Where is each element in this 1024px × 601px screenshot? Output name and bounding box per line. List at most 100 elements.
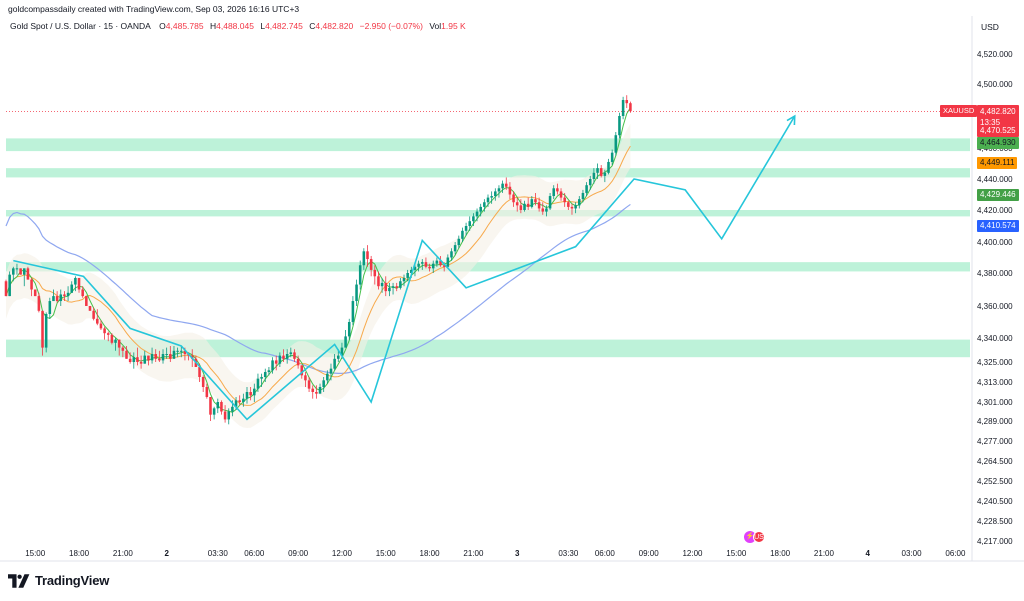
candle-body: [337, 355, 340, 359]
close-value: 4,482.820: [315, 21, 354, 31]
candle-body: [494, 191, 497, 197]
level-tag-2: 4,464.930: [977, 137, 1019, 149]
candle-body: [548, 196, 552, 209]
candle-160: [585, 182, 588, 197]
mid-envelope-ribbon: [6, 123, 631, 428]
candle-147: [537, 197, 541, 212]
time-tick-13: 03:30: [558, 549, 579, 558]
candle-145: [530, 196, 534, 209]
candle-body: [545, 208, 548, 212]
candle-body: [391, 286, 395, 288]
candle-11: [41, 310, 44, 356]
close-label: C: [309, 21, 316, 31]
mid-moving-average: [5, 145, 631, 406]
candle-body: [263, 372, 267, 377]
candle-163: [596, 163, 599, 179]
candle-103: [377, 271, 380, 290]
candle-86: [315, 385, 318, 399]
candle-57: [209, 397, 212, 421]
candle-body: [179, 350, 183, 352]
symbol-title[interactable]: Gold Spot / U.S. Dollar · 15 · OANDA: [10, 21, 151, 31]
candle-134: [490, 191, 493, 204]
candle-141: [515, 197, 519, 212]
ohlc-legend: Gold Spot / U.S. Dollar · 15 · OANDA O4,…: [10, 21, 470, 31]
candle-167: [610, 149, 614, 166]
candle-body: [30, 279, 33, 290]
candle-body: [315, 392, 318, 394]
candle-body: [399, 281, 402, 288]
candle-body: [223, 411, 227, 420]
candle-body: [472, 216, 475, 222]
time-tick-6: 06:00: [244, 549, 265, 558]
candle-142: [519, 199, 523, 214]
candle-132: [483, 199, 486, 212]
candle-47: [172, 346, 176, 359]
currency-label[interactable]: USD: [981, 22, 999, 32]
candle-body: [267, 370, 271, 372]
candle-body: [384, 282, 388, 292]
candle-6: [22, 268, 26, 287]
time-tick-4: 2: [164, 549, 169, 558]
candle-25: [92, 307, 95, 321]
candle-135: [494, 188, 497, 201]
candle-body: [165, 354, 168, 355]
candle-body: [574, 205, 577, 209]
candle-body: [395, 286, 398, 288]
candle-169: [618, 112, 621, 139]
candle-55: [201, 375, 205, 392]
zone-4: [6, 262, 970, 272]
candle-body: [355, 284, 358, 302]
price-tick-12: 4,301.000: [977, 398, 1013, 407]
candle-body: [176, 350, 179, 352]
candle-76: [278, 352, 282, 367]
candle-body: [515, 202, 519, 206]
time-tick-15: 09:00: [639, 549, 660, 558]
candle-137: [501, 180, 504, 193]
candle-body: [238, 400, 241, 402]
candle-body: [592, 172, 596, 179]
candle-39: [143, 350, 147, 364]
candle-124: [453, 242, 457, 255]
candle-7: [26, 266, 30, 280]
candle-16: [59, 289, 63, 306]
time-axis-labels: 15:00 18:00 21:00 2 03:30 06:00 09:00 12:00 15:0…: [25, 549, 966, 558]
candle-body: [304, 375, 307, 381]
high-label: H: [209, 21, 217, 31]
candle-body: [63, 294, 66, 297]
candle-body: [457, 238, 461, 246]
candle-body: [559, 191, 563, 198]
candle-106: [388, 282, 391, 297]
candle-61: [223, 405, 227, 423]
tradingview-logo[interactable]: TradingView: [8, 573, 109, 588]
candle-body: [362, 251, 366, 266]
zigzag-line: [13, 115, 796, 421]
candle-148: [541, 202, 545, 215]
candle-164: [599, 165, 603, 178]
candle-body: [483, 202, 486, 207]
time-tick-5: 03:30: [208, 549, 229, 558]
zigzag-pattern[interactable]: [13, 114, 796, 421]
candle-body: [468, 221, 472, 226]
candle-8: [30, 277, 33, 297]
price-tick-16: 4,252.500: [977, 477, 1013, 486]
candle-168: [614, 132, 618, 156]
zone-2: [6, 168, 970, 178]
event-us-flag-icon[interactable]: US: [753, 531, 765, 543]
candle-body: [380, 282, 384, 287]
candle-155: [567, 200, 570, 210]
candle-38: [139, 355, 143, 369]
candle-41: [150, 347, 154, 364]
time-tick-2: 18:00: [69, 549, 90, 558]
candle-108: [395, 282, 398, 292]
candle-body: [103, 328, 106, 334]
economic-events[interactable]: ⚡ US: [744, 531, 765, 543]
candle-body: [231, 406, 234, 412]
candle-body: [508, 186, 512, 195]
candle-body: [52, 296, 55, 302]
candle-body: [501, 183, 504, 189]
candle-77: [282, 349, 285, 362]
candle-body: [453, 245, 457, 252]
candle-body: [253, 388, 256, 396]
bar-countdown: 13:35: [980, 118, 1001, 127]
